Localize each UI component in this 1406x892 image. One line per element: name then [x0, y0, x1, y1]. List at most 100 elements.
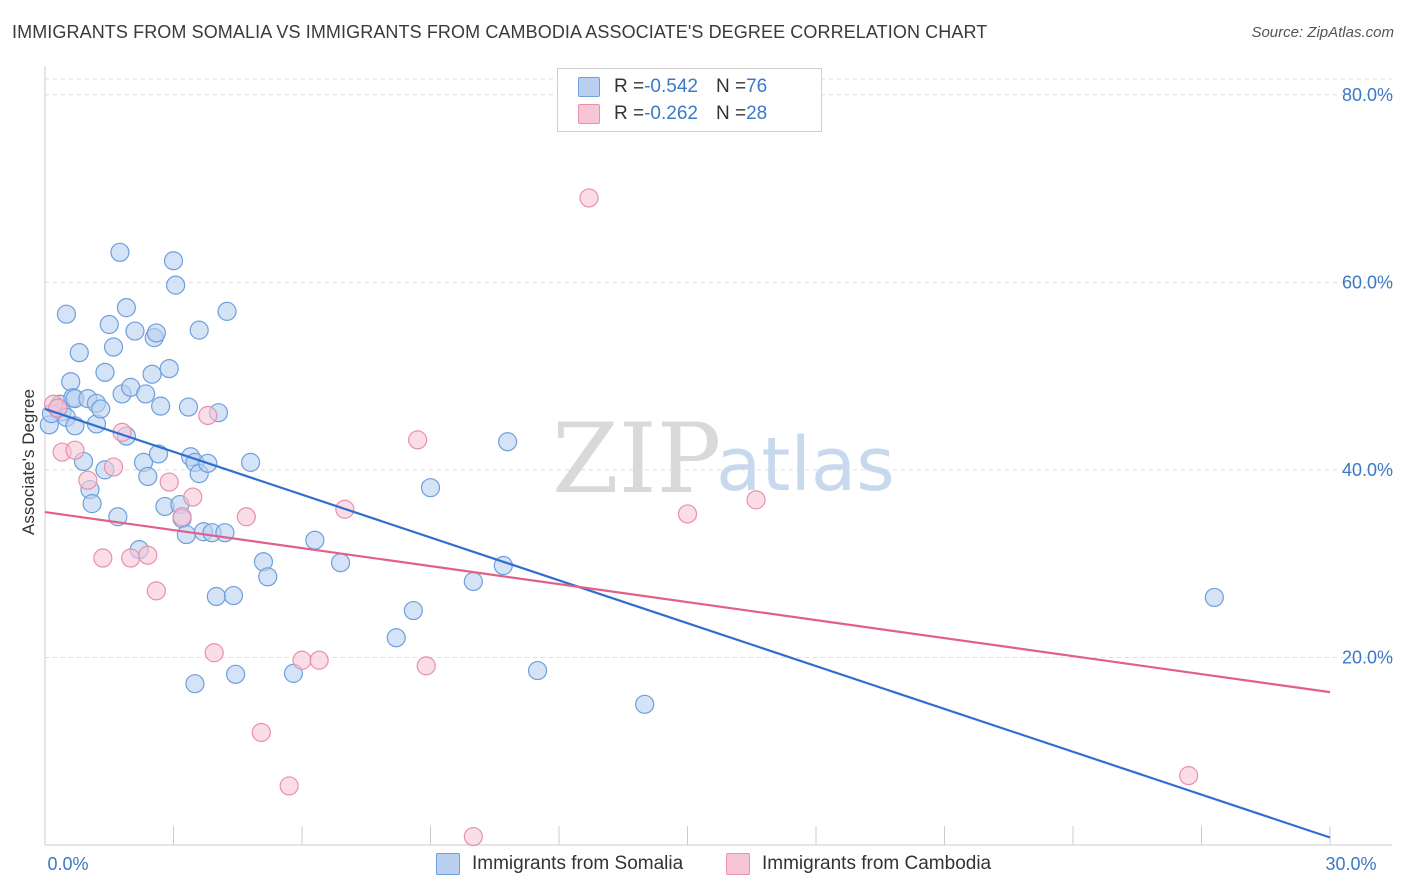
somalia-point	[146, 323, 166, 343]
legend-row-somalia: R = -0.542 N = 76	[578, 75, 767, 99]
somalia-point	[166, 275, 186, 295]
cambodia-point	[146, 581, 166, 601]
somalia-point	[69, 343, 89, 363]
somalia-point	[138, 466, 158, 487]
x-tick-label: 30.0%	[1325, 854, 1376, 874]
bottom-legend-label-cambodia: Immigrants from Cambodia	[762, 853, 992, 874]
somalia-point	[95, 362, 115, 382]
cambodia-point	[65, 440, 85, 460]
cambodia-point	[198, 405, 218, 426]
cambodia-point	[121, 548, 141, 568]
somalia-point	[305, 530, 325, 550]
legend-row-cambodia: R = -0.262 N = 28	[578, 102, 767, 126]
somalia-point	[1204, 587, 1224, 608]
cambodia-point	[78, 470, 98, 490]
cambodia-point	[172, 507, 192, 527]
somalia-point	[176, 524, 196, 545]
somalia-point	[82, 494, 102, 514]
bottom-legend-label-somalia: Immigrants from Somalia	[472, 853, 684, 874]
cambodia-point	[579, 188, 599, 208]
somalia-point	[110, 242, 130, 262]
somalia-point	[206, 586, 226, 607]
cambodia-point	[236, 507, 256, 527]
cambodia-point	[251, 722, 271, 743]
chart-title: IMMIGRANTS FROM SOMALIA VS IMMIGRANTS FR…	[12, 22, 988, 42]
tick-layer: 20.0% 40.0% 60.0% 80.0% 0.0% 30.0%	[47, 85, 1393, 874]
somalia-point	[151, 396, 171, 416]
somalia-point	[163, 251, 184, 271]
somalia-point	[217, 301, 237, 321]
bottom-legend-swatch-cambodia	[726, 853, 750, 875]
x-tick-label: 0.0%	[47, 854, 88, 874]
bottom-legend-swatch-somalia	[436, 853, 460, 875]
somalia-point	[103, 337, 124, 357]
source-credit: Source: ZipAtlas.com	[1251, 24, 1394, 41]
y-tick-label: 80.0%	[1342, 85, 1393, 105]
somalia-point	[116, 298, 136, 318]
axis-layer	[44, 66, 1392, 846]
somalia-point	[185, 674, 205, 694]
somalia-point	[189, 320, 209, 340]
legend-n-label: N =	[715, 103, 747, 124]
somalia-point	[241, 452, 261, 472]
watermark: ZIP atlas	[552, 403, 895, 515]
y-tick-label: 60.0%	[1342, 272, 1393, 292]
cambodia-point	[309, 650, 329, 670]
legend-r-value: -0.262	[644, 103, 698, 124]
bottom-legend-somalia: Immigrants from Somalia	[436, 852, 683, 876]
watermark-atlas: atlas	[716, 422, 895, 508]
cambodia-point	[408, 430, 428, 450]
legend-n-value: 28	[746, 103, 768, 124]
y-tick-label: 40.0%	[1342, 460, 1393, 480]
somalia-point	[635, 694, 655, 714]
cambodia-point	[103, 457, 124, 477]
somalia-point	[226, 664, 246, 684]
cambodia-point	[463, 826, 483, 847]
cambodia-point	[93, 548, 113, 568]
cambodia-point	[1179, 766, 1199, 786]
legend-r-label: R =	[614, 76, 645, 97]
somalia-point	[136, 384, 156, 404]
cambodia-point	[204, 643, 224, 663]
point-layer	[39, 188, 1224, 847]
somalia-point	[99, 314, 119, 335]
cambodia-point	[183, 487, 203, 507]
somalia-point	[258, 567, 278, 587]
somalia-point	[498, 432, 518, 452]
grid-layer	[45, 78, 1392, 658]
somalia-point	[330, 553, 351, 573]
cambodia-point	[677, 504, 698, 524]
bottom-legend-cambodia: Immigrants from Cambodia	[726, 852, 991, 876]
somalia-point	[403, 600, 423, 621]
somalia-point	[61, 372, 81, 392]
somalia-point	[91, 399, 111, 419]
cambodia-point	[279, 776, 299, 796]
somalia-point	[159, 358, 179, 379]
y-tick-label: 20.0%	[1342, 647, 1393, 667]
somalia-point	[527, 660, 548, 681]
cambodia-point	[159, 472, 179, 492]
somalia-point	[142, 364, 162, 384]
legend-r-label: R =	[614, 103, 645, 124]
somalia-point	[463, 571, 483, 592]
y-axis-label: Associate's Degree	[19, 389, 38, 535]
cambodia-trend-line	[44, 510, 1331, 694]
legend-swatch-somalia	[578, 77, 600, 97]
trend-layer	[44, 407, 1331, 839]
somalia-point	[56, 304, 77, 324]
cambodia-point	[416, 656, 436, 676]
stats-legend: R = -0.542 N = 76 R = -0.262 N = 28	[557, 68, 822, 132]
somalia-point	[178, 397, 199, 417]
cambodia-point	[746, 490, 766, 510]
cambodia-point	[292, 650, 312, 670]
legend-n-value: 76	[746, 76, 768, 97]
somalia-point	[386, 628, 406, 648]
cambodia-point	[138, 545, 158, 565]
legend-r-value: -0.542	[644, 76, 698, 97]
legend-n-label: N =	[715, 76, 747, 97]
somalia-point	[125, 321, 145, 341]
legend-swatch-cambodia	[578, 104, 600, 124]
watermark-zip: ZIP	[552, 403, 721, 515]
somalia-trend-line	[44, 407, 1331, 839]
